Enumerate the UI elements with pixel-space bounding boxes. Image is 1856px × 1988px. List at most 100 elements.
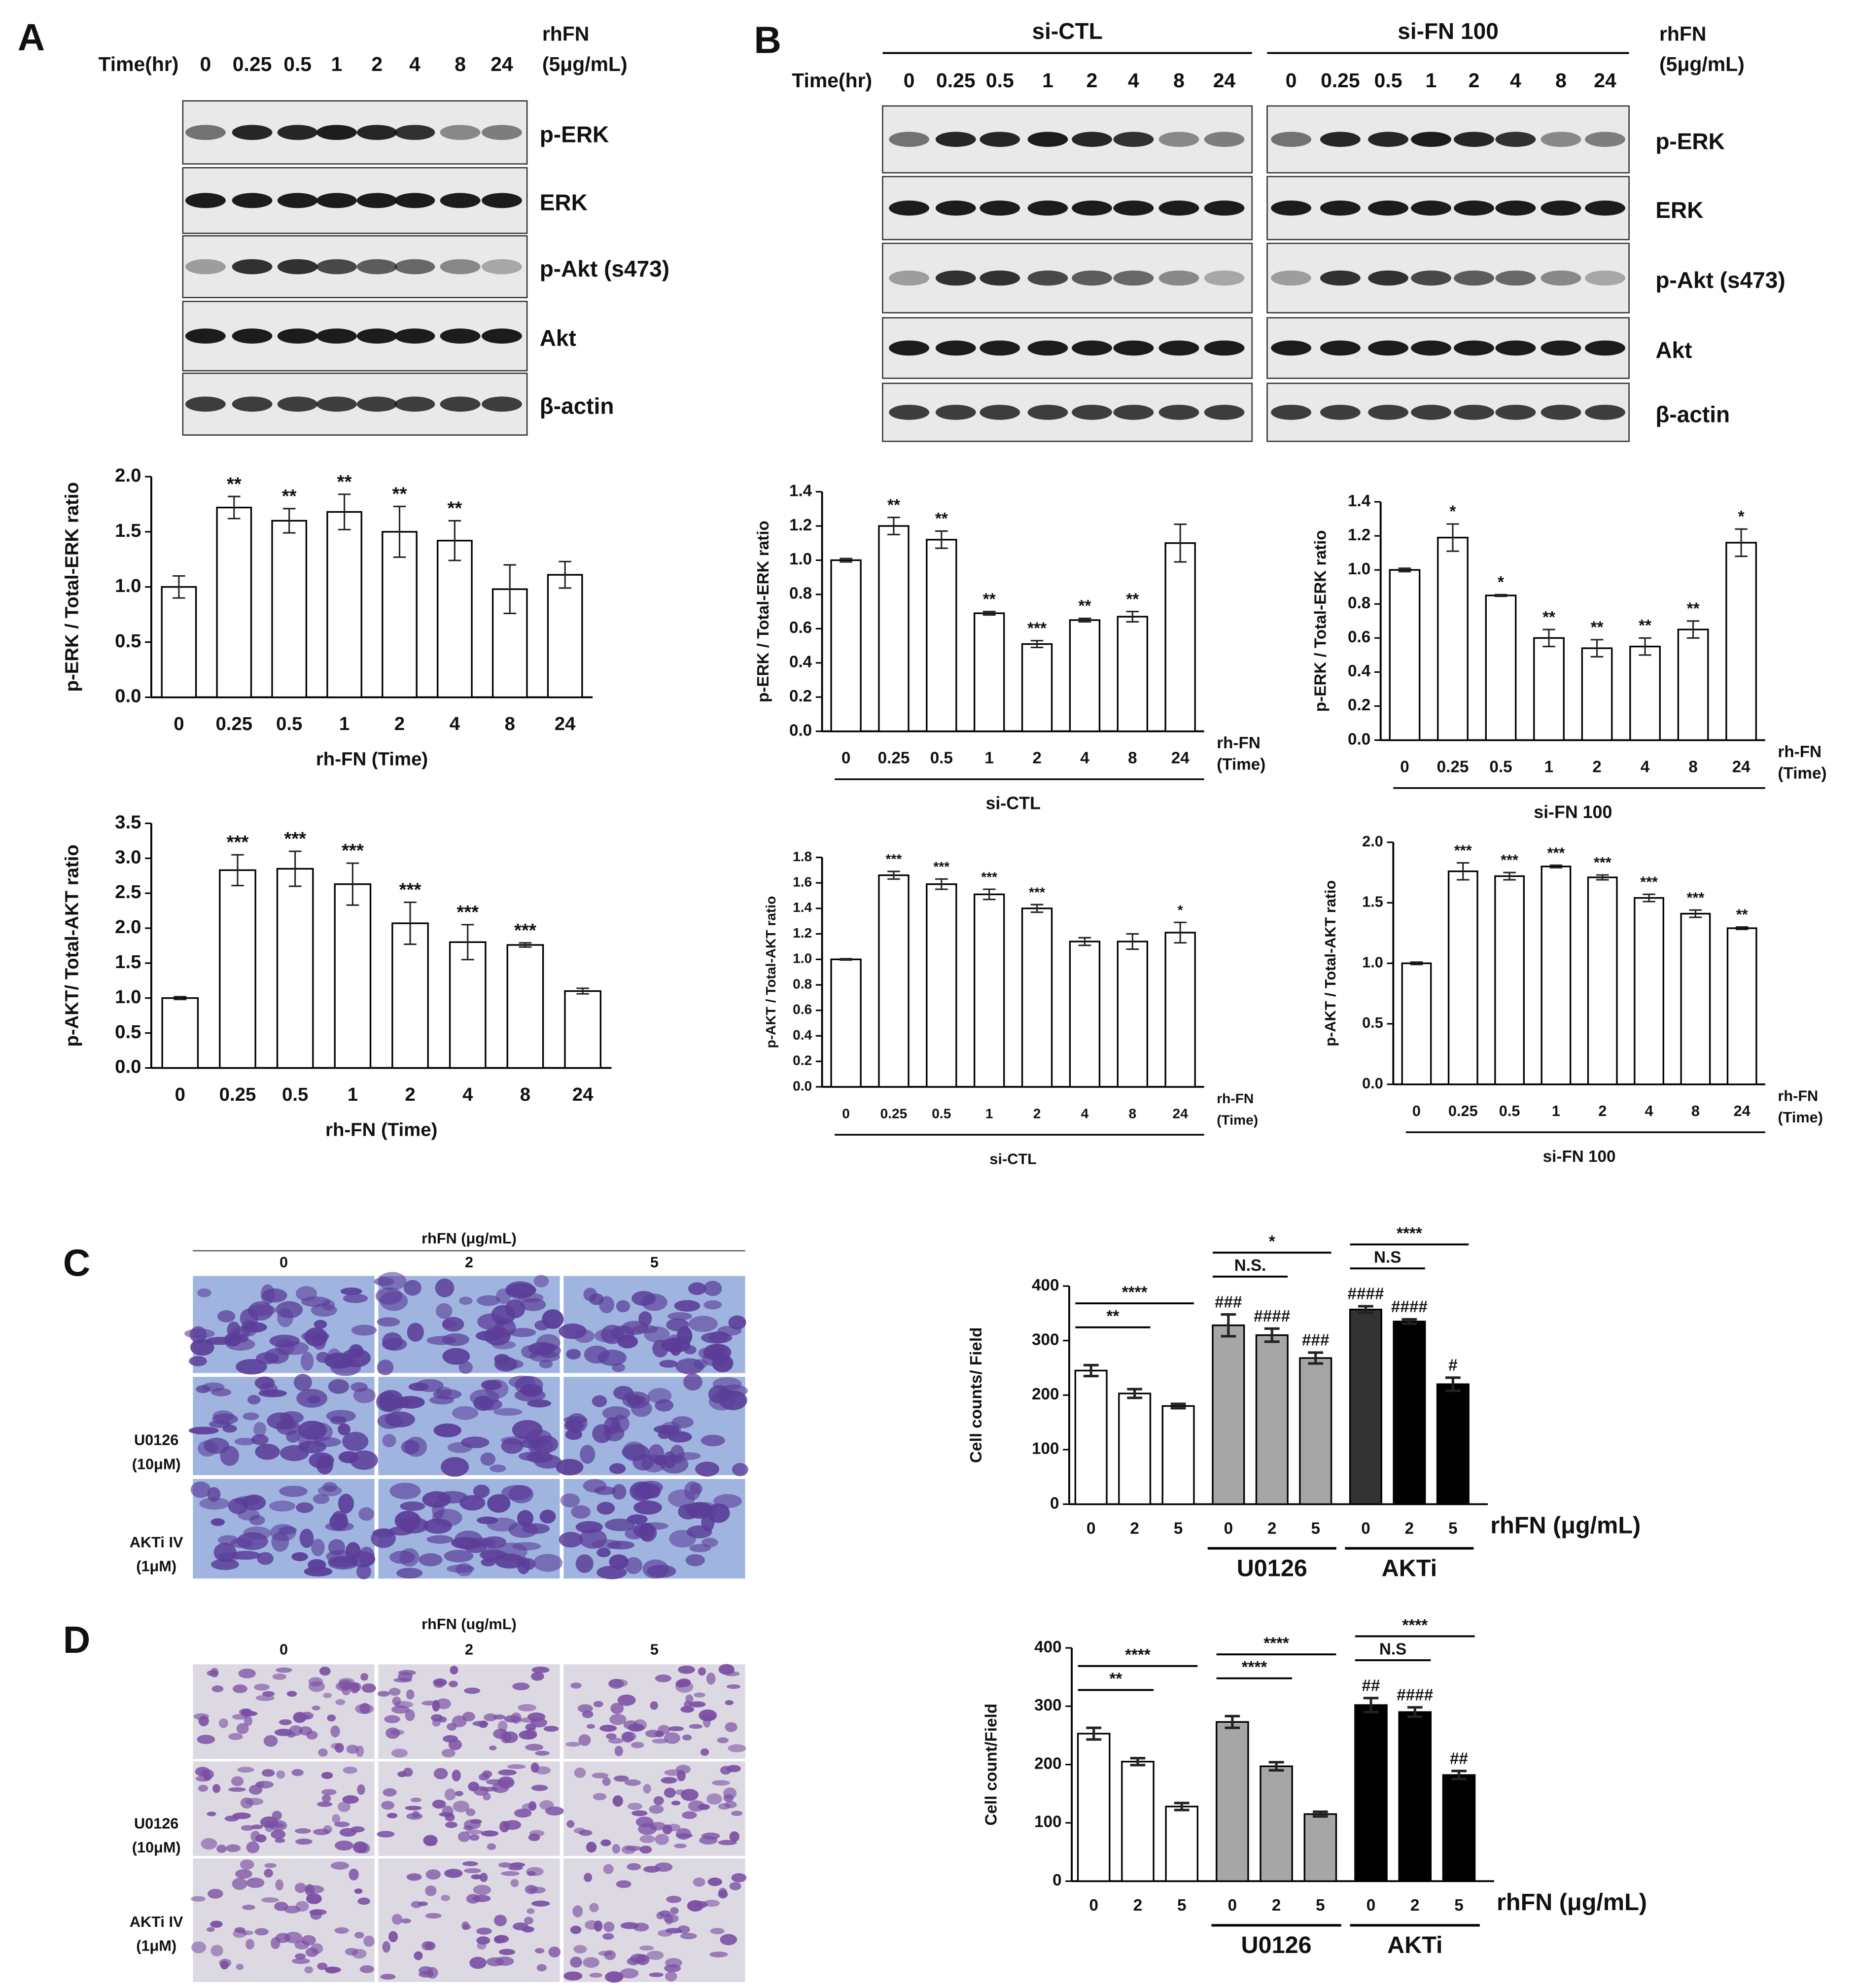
x-tick-label: 4 [1080,749,1089,767]
x-tick-label: 0.25 [878,749,910,767]
stained-cell [237,1767,254,1773]
stained-cell [526,1908,535,1914]
stained-cell [501,1438,524,1454]
stained-cell [631,1290,656,1306]
bar [161,997,199,1069]
stained-cell [361,1683,376,1693]
stained-cell [188,1427,219,1434]
stained-cell [638,1311,652,1326]
bar [1725,542,1757,741]
stained-cell [444,1550,474,1563]
significance-label: ### [1215,1293,1242,1311]
stained-cell [639,1846,652,1854]
comparison-label: **** [1242,1658,1267,1676]
stained-cell [529,1830,545,1837]
blot-band [1411,132,1451,147]
stained-cell [509,1327,536,1337]
stained-cell [531,1667,550,1674]
error-bar [503,564,517,614]
stained-cell [445,1821,457,1828]
stained-cell [319,1667,331,1676]
y-tick-label: 0.2 [1348,696,1370,714]
x-tick-label: 0 [1224,1519,1233,1537]
stained-cell [641,1454,666,1472]
stained-cell [632,1325,658,1334]
stained-cell [198,1715,209,1727]
stained-cell [354,1888,363,1894]
lane-label: 0.25 [1321,69,1360,92]
stained-cell [493,1408,523,1416]
blot-band [1271,405,1312,420]
protein-label: ERK [1655,197,1703,223]
error-bar [1030,904,1044,913]
stained-cell [583,1288,597,1301]
stained-cell [536,1964,547,1972]
stained-cell [457,1831,470,1842]
stained-cell [526,1867,544,1876]
stained-cell [505,1299,525,1319]
stained-cell [479,1873,488,1883]
bar [1680,912,1711,1085]
stained-cell [343,1766,358,1774]
stained-cell [639,1835,655,1844]
blot-band [1411,405,1451,420]
stained-cell [493,1936,505,1944]
error-bar [935,530,948,549]
error-bar [935,878,948,890]
stained-cell [622,1732,634,1743]
error-bar [227,495,241,520]
stained-cell [453,1800,470,1813]
stained-cell [238,1669,256,1678]
stained-cell [358,1507,375,1521]
blot-band [1454,270,1494,286]
stained-cell [279,1719,292,1725]
stained-cell [473,1484,490,1498]
row-label: U0126 [134,1814,178,1832]
stained-cell [655,1399,674,1412]
stained-cell [527,1712,546,1721]
stained-cell [251,1434,269,1445]
lane-label: 4 [409,53,420,75]
micrograph-title: rhFN (ug/mL) [421,1615,517,1633]
error-bar [282,508,296,534]
x-axis-label: rh-FN [1217,1091,1254,1106]
bar [1677,628,1709,741]
blot-band [440,396,481,412]
blot-band [1158,132,1199,147]
blot-band [1158,405,1199,420]
blot-band [1271,270,1312,286]
stained-cell [732,1463,748,1476]
stained-cell [248,1301,274,1321]
lane-label: 8 [455,53,466,75]
stained-cell [234,1437,256,1446]
stained-cell [642,1559,669,1579]
stained-cell [251,1824,263,1829]
stained-cell [294,1883,307,1893]
significance-label: # [1448,1357,1458,1375]
x-axis-label: rh-FN [1778,1087,1818,1104]
stained-cell [625,1846,642,1851]
error-bar [1445,1376,1461,1392]
lane-label: 2 [1469,69,1480,92]
x-axis-label: (Time) [1778,1109,1823,1126]
stained-cell [680,1706,695,1713]
x-tick-label: 1 [1552,1102,1560,1119]
stained-cell [291,1769,304,1777]
stained-cell [592,1395,607,1407]
x-tick-label: 0 [1086,1519,1096,1537]
stained-cell [433,1680,445,1688]
stained-cell [688,1282,706,1295]
blot-band [1495,270,1536,286]
stained-cell [458,1361,473,1374]
blot-band [1368,340,1409,356]
blot-band [980,405,1020,420]
group-label: si-CTL [989,1150,1036,1167]
stained-cell [596,1548,611,1558]
stained-cell [594,1329,618,1343]
stained-cell [661,1777,677,1784]
comparison-label: **** [1397,1224,1422,1243]
stained-cell [277,1308,294,1327]
stained-cell [586,1842,597,1853]
stained-cell [712,1354,734,1372]
stained-cell [599,1725,617,1732]
